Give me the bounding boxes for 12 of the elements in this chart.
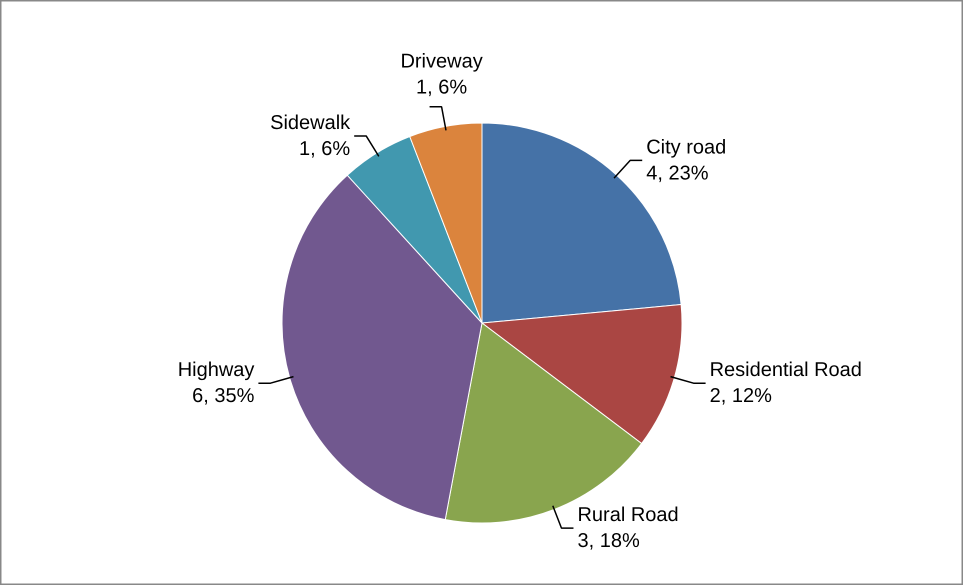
slice-label: Driveway xyxy=(400,50,483,73)
slice-label: Rural Road xyxy=(577,504,679,526)
slice-label: Highway xyxy=(178,359,254,382)
data-label: 1, 6% xyxy=(416,76,468,99)
data-label: 1, 6% xyxy=(299,138,350,160)
data-label: 6, 35% xyxy=(192,385,255,408)
data-label: 3, 18% xyxy=(577,530,640,552)
data-label: 4, 23% xyxy=(646,162,709,184)
slice-label: City road xyxy=(646,136,726,158)
slice-label: Sidewalk xyxy=(270,112,352,134)
slice-label: Residential Road xyxy=(710,359,862,382)
data-label: 2, 12% xyxy=(710,385,772,408)
